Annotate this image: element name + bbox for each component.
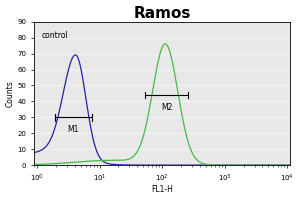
- Y-axis label: Counts: Counts: [6, 80, 15, 107]
- Text: control: control: [42, 31, 69, 40]
- X-axis label: FL1-H: FL1-H: [151, 185, 173, 194]
- Text: M1: M1: [68, 125, 79, 134]
- Title: Ramos: Ramos: [134, 6, 191, 21]
- Text: M2: M2: [161, 103, 172, 112]
